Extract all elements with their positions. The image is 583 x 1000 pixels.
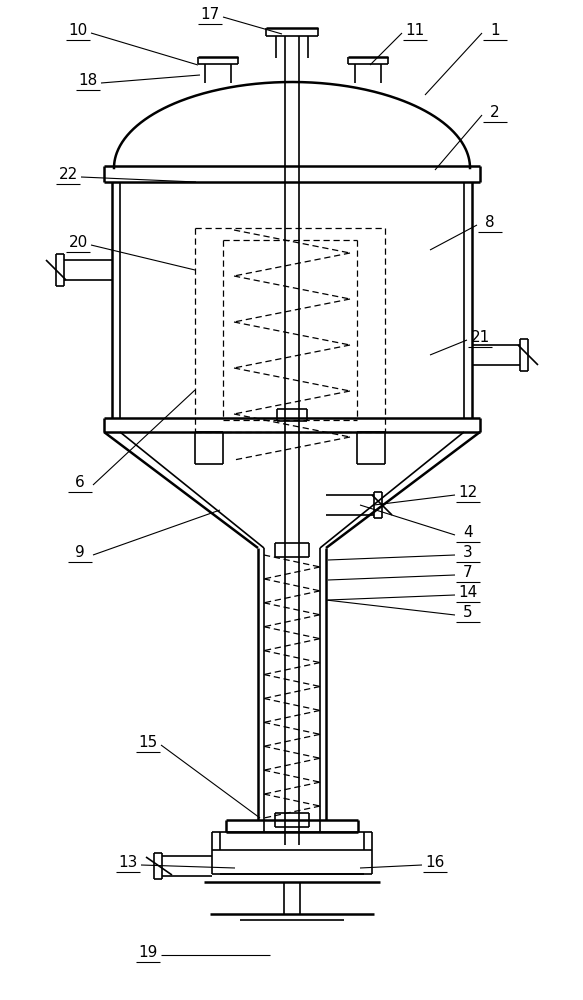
Text: 3: 3 [463,545,473,560]
Text: 11: 11 [405,23,424,38]
Text: 7: 7 [463,565,473,580]
Text: 5: 5 [463,605,473,620]
Text: 14: 14 [458,585,477,600]
Text: 8: 8 [485,215,495,230]
Text: 19: 19 [138,945,157,960]
Text: 18: 18 [78,73,97,88]
Text: 2: 2 [490,105,500,120]
Text: 12: 12 [458,485,477,500]
Text: 20: 20 [68,235,87,250]
Text: 22: 22 [58,167,78,182]
Text: 21: 21 [470,330,490,345]
Text: 1: 1 [490,23,500,38]
Text: 16: 16 [426,855,445,870]
Text: 15: 15 [138,735,157,750]
Text: 4: 4 [463,525,473,540]
Text: 10: 10 [68,23,87,38]
Text: 9: 9 [75,545,85,560]
Text: 17: 17 [201,7,220,22]
Text: 6: 6 [75,475,85,490]
Text: 13: 13 [118,855,138,870]
